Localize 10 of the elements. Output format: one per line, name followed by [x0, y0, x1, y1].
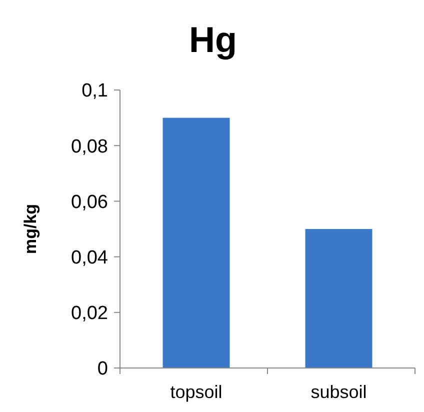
y-axis-title: mg/kg: [21, 204, 40, 254]
y-tick-label: 0,08: [71, 136, 108, 158]
y-tick-label: 0: [97, 358, 108, 380]
y-tick-label: 0,06: [71, 192, 108, 213]
y-tick-label: 0,02: [71, 303, 108, 324]
x-tick-label: subsoil: [310, 382, 367, 402]
chart-title: Hg: [189, 19, 237, 60]
y-tick-label: 0,1: [82, 80, 108, 102]
x-tick-label: topsoil: [170, 382, 222, 402]
y-tick-label: 0,04: [71, 247, 108, 268]
